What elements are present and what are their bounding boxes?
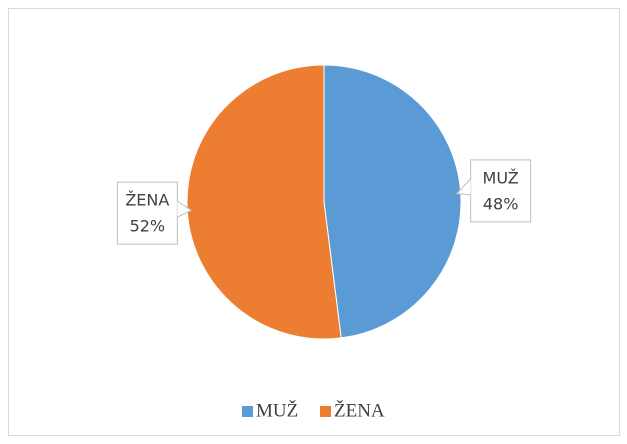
legend-label: ŽENA: [334, 399, 385, 421]
legend-label: MUŽ: [256, 399, 298, 421]
callout-pointer: [177, 200, 193, 218]
data-label-name: MUŽ: [483, 168, 519, 187]
callout-pointer: [455, 178, 472, 196]
callout-box: [116, 181, 178, 245]
callout-box: [470, 159, 532, 223]
data-label-value: 48%: [483, 194, 519, 213]
data-label-name: ŽENA: [125, 191, 169, 210]
data-label-value: 52%: [130, 217, 166, 236]
legend-swatch: [242, 406, 253, 417]
legend-swatch: [320, 406, 331, 417]
